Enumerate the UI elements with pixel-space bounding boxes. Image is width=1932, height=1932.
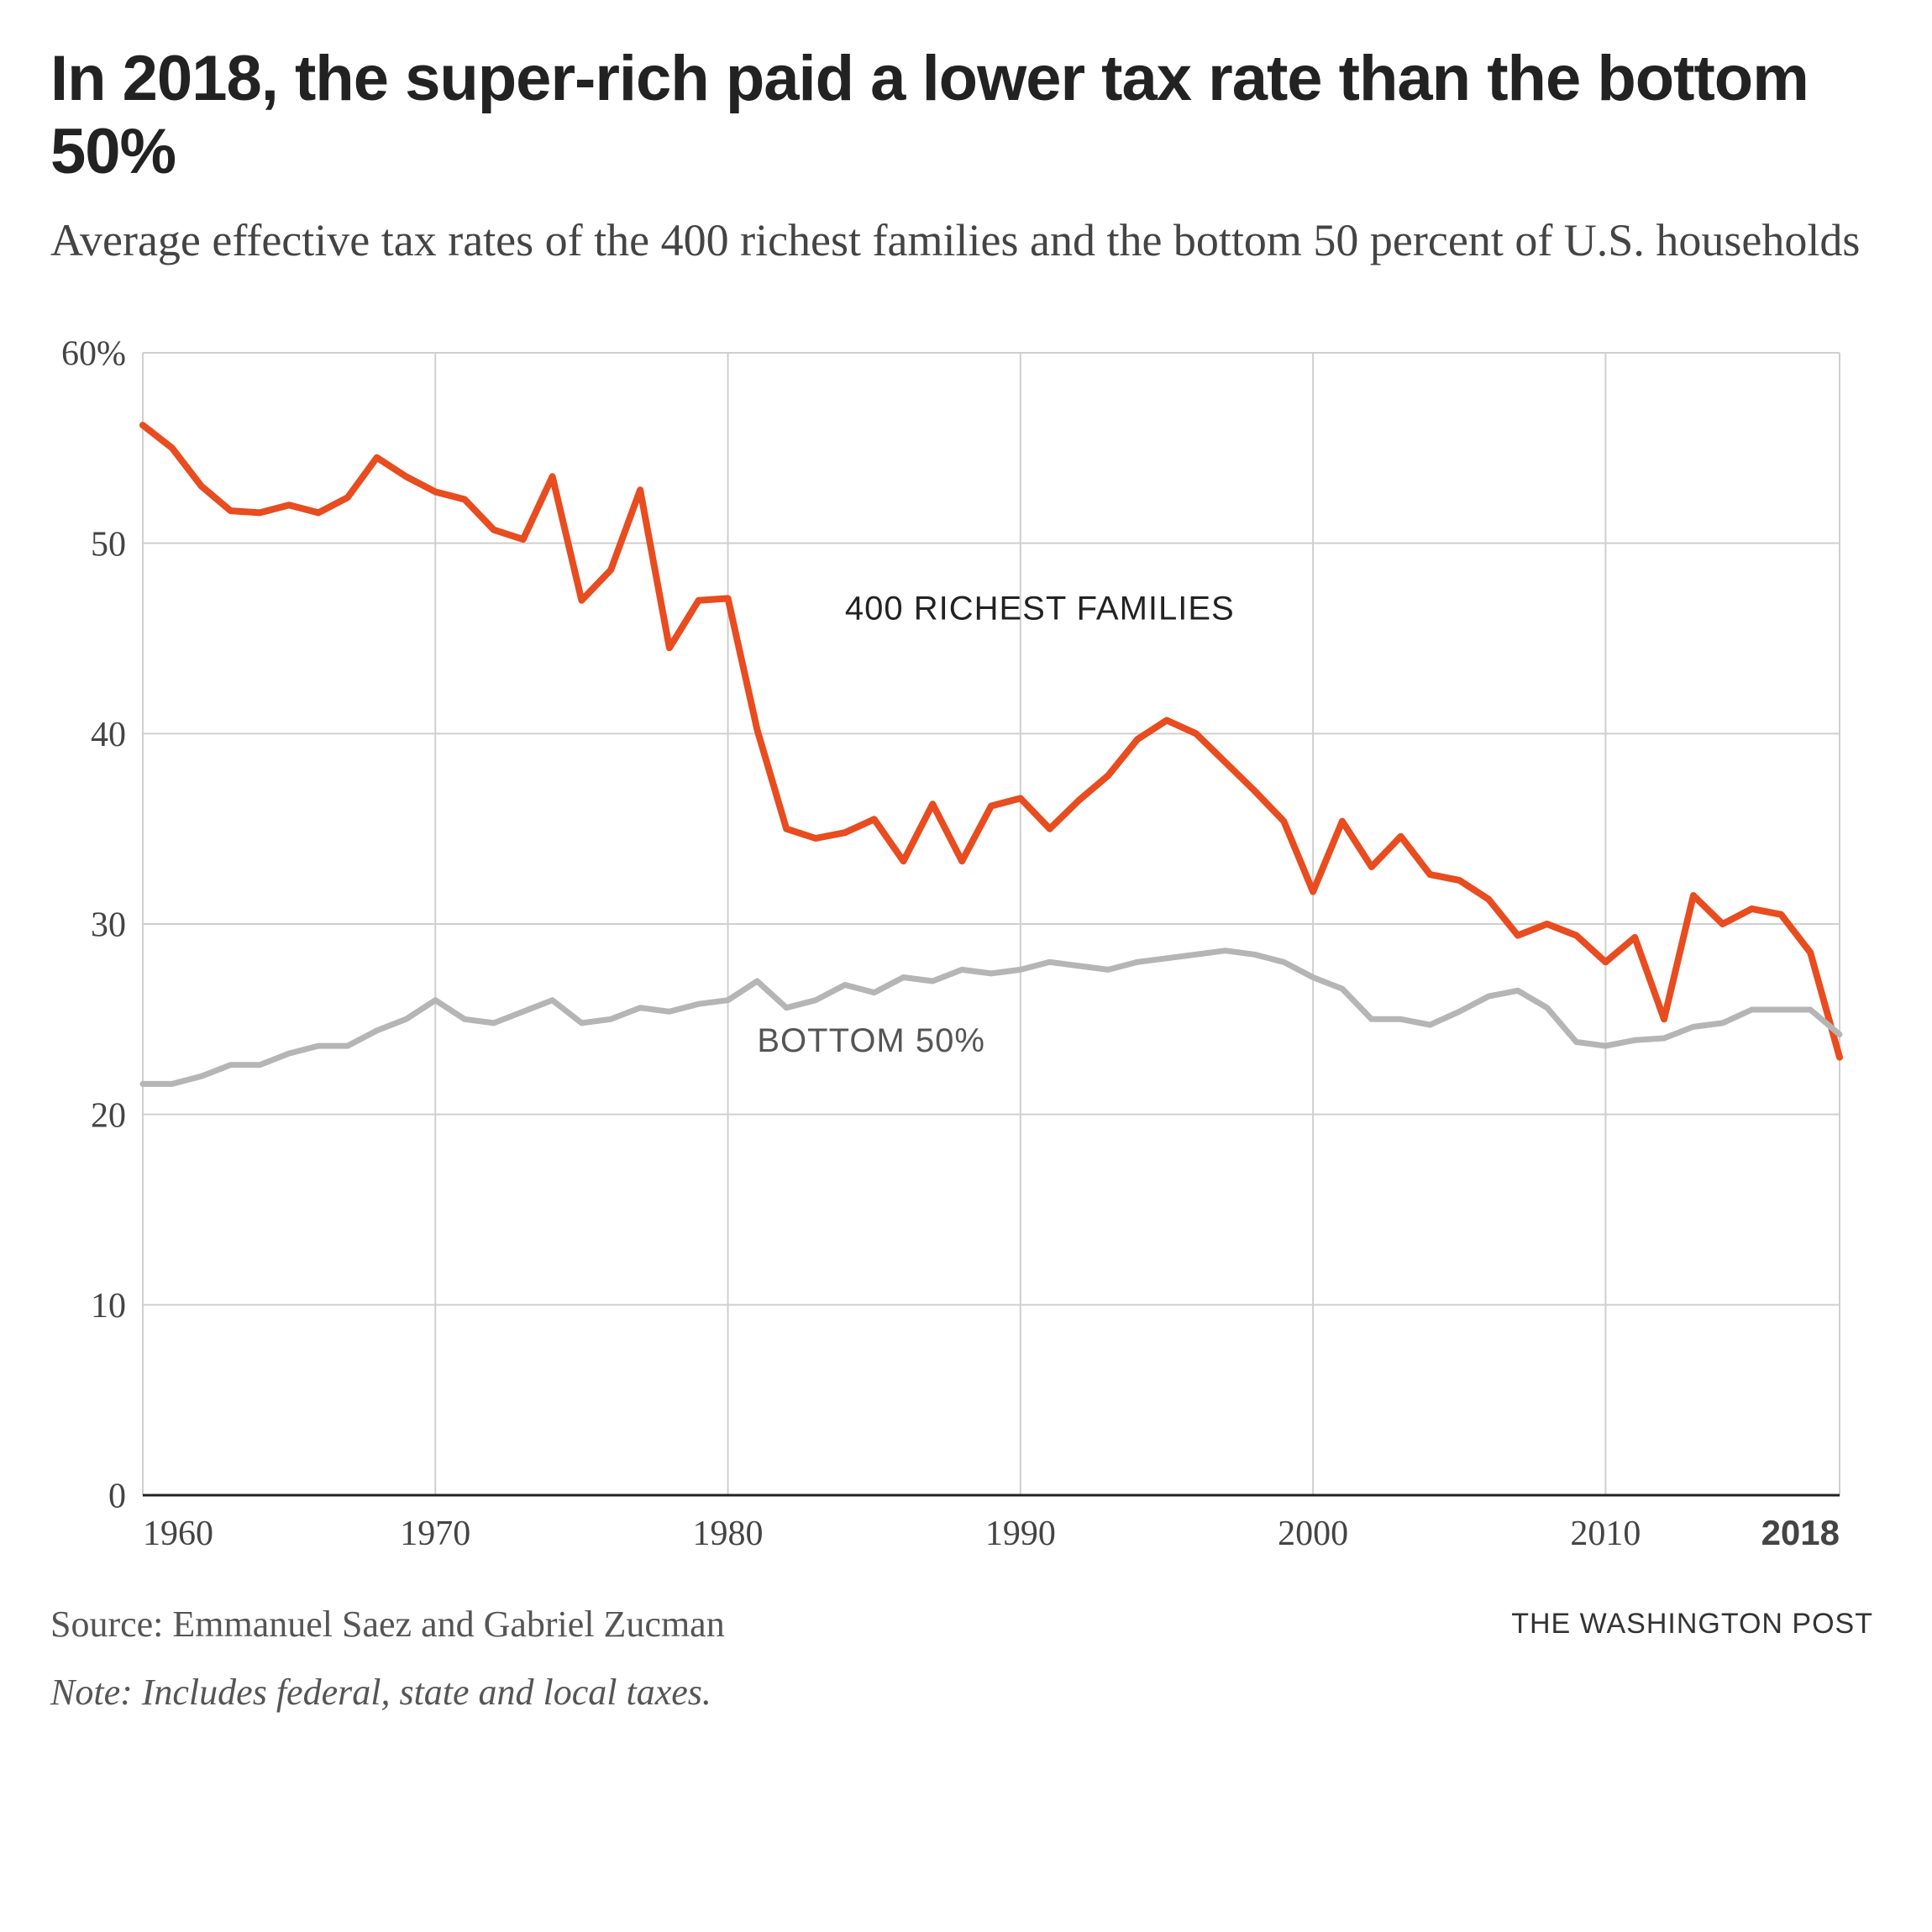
x-axis-tick-label: 2018 bbox=[1761, 1513, 1840, 1552]
y-axis-tick-label: 30 bbox=[91, 906, 126, 945]
series-line bbox=[143, 951, 1840, 1084]
x-axis-tick-label: 1970 bbox=[400, 1515, 470, 1553]
y-axis-tick-label: 20 bbox=[91, 1097, 126, 1136]
chart-note: Note: Includes federal, state and local … bbox=[50, 1671, 1882, 1714]
x-axis-tick-label: 1990 bbox=[985, 1515, 1056, 1553]
attribution-label: THE WASHINGTON POST bbox=[1511, 1608, 1873, 1641]
y-axis-tick-label: 40 bbox=[91, 716, 126, 754]
series-label: BOTTOM 50% bbox=[757, 1022, 985, 1059]
y-axis-tick-label: 10 bbox=[91, 1287, 126, 1326]
x-axis-tick-label: 2010 bbox=[1570, 1515, 1641, 1553]
y-axis-tick-label: 50 bbox=[91, 526, 126, 564]
line-chart-svg: 0 10 20 30 40 50 60% 1960 1970 1980 1990 2000 2010 20… bbox=[50, 319, 1848, 1579]
series-label: 400 RICHEST FAMILIES bbox=[845, 591, 1235, 627]
chart-plot-area: 0 10 20 30 40 50 60% 1960 1970 1980 1990 2000 2010 20… bbox=[50, 319, 1882, 1579]
chart-subtitle: Average effective tax rates of the 400 r… bbox=[50, 213, 1882, 270]
y-axis-tick-label: 0 bbox=[108, 1478, 126, 1516]
x-axis-tick-label: 1980 bbox=[693, 1515, 764, 1553]
series-line bbox=[143, 425, 1840, 1058]
y-axis-tick-label: 60% bbox=[61, 335, 126, 374]
x-axis-tick-label: 2000 bbox=[1278, 1515, 1348, 1553]
chart-title: In 2018, the super-rich paid a lower tax… bbox=[50, 42, 1882, 189]
chart-container: In 2018, the super-rich paid a lower tax… bbox=[0, 0, 1932, 1932]
x-axis-tick-label: 1960 bbox=[143, 1515, 213, 1553]
